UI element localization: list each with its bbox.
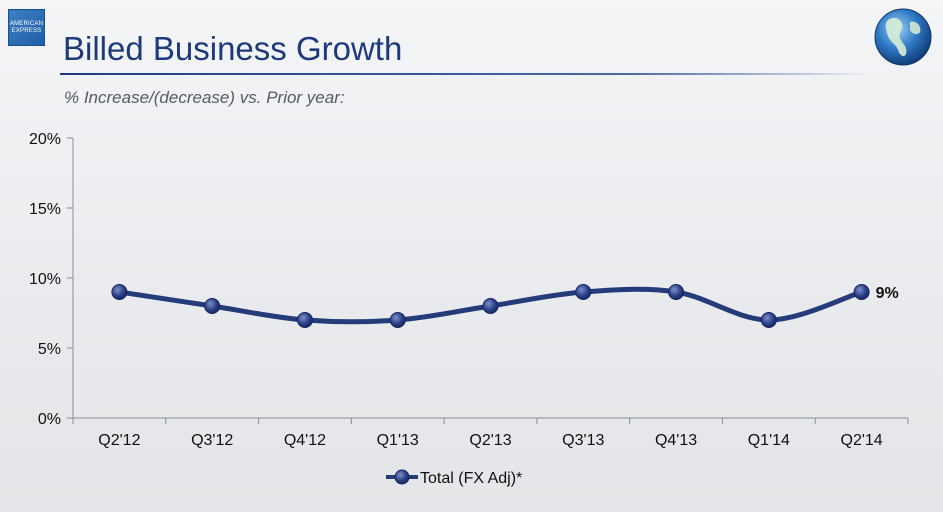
- y-axis-ticks: 0% 5% 10% 15% 20%: [29, 131, 73, 428]
- data-point-Q214: [853, 284, 870, 300]
- globe-icon: [874, 8, 932, 66]
- x-tick-label: Q3'12: [191, 432, 233, 449]
- chart-subtitle: % Increase/(decrease) vs. Prior year:: [64, 88, 345, 107]
- data-point-Q412: [296, 312, 313, 328]
- data-point-Q313: [575, 284, 592, 300]
- data-point-Q413: [668, 284, 685, 300]
- data-point-Q312: [204, 298, 221, 314]
- logo-line1: AMERICAN: [9, 20, 44, 27]
- page-title: Billed Business Growth: [63, 30, 403, 67]
- x-tick-label: Q4'13: [655, 432, 697, 449]
- x-tick-label: Q1'13: [377, 432, 419, 449]
- x-tick-label: Q3'13: [562, 432, 604, 449]
- data-point-Q213: [482, 298, 499, 314]
- logo-line2: EXPRESS: [11, 27, 42, 34]
- x-tick-label: Q2'14: [841, 432, 883, 449]
- data-point-Q113: [389, 312, 406, 328]
- x-tick-label: Q2'12: [98, 432, 140, 449]
- legend-label: Total (FX Adj)*: [420, 470, 522, 487]
- y-tick-label: 15%: [29, 201, 61, 218]
- data-point-Q114: [760, 312, 777, 328]
- x-tick-label: Q4'12: [284, 432, 326, 449]
- y-tick-label: 10%: [29, 271, 61, 288]
- legend-marker-swatch: [394, 469, 410, 485]
- data-label: 9%: [876, 285, 899, 302]
- title-divider: [60, 73, 875, 75]
- data-annotations: 9%: [876, 285, 899, 302]
- x-tick-label: Q2'13: [469, 432, 511, 449]
- data-point-Q212: [111, 284, 128, 300]
- x-tick-label: Q1'14: [748, 432, 790, 449]
- chart-axes: [72, 138, 908, 419]
- chart-legend: Total (FX Adj)*: [386, 469, 522, 487]
- amex-logo: AMERICAN EXPRESS: [8, 9, 45, 46]
- x-axis-ticks: Q2'12 Q3'12 Q4'12 Q1'13 Q2'13 Q3'13 Q4'13 Q1'14…: [72, 418, 909, 449]
- y-tick-label: 20%: [29, 131, 61, 148]
- y-tick-label: 0%: [38, 411, 61, 428]
- series-markers: [111, 284, 870, 328]
- y-tick-label: 5%: [38, 341, 61, 358]
